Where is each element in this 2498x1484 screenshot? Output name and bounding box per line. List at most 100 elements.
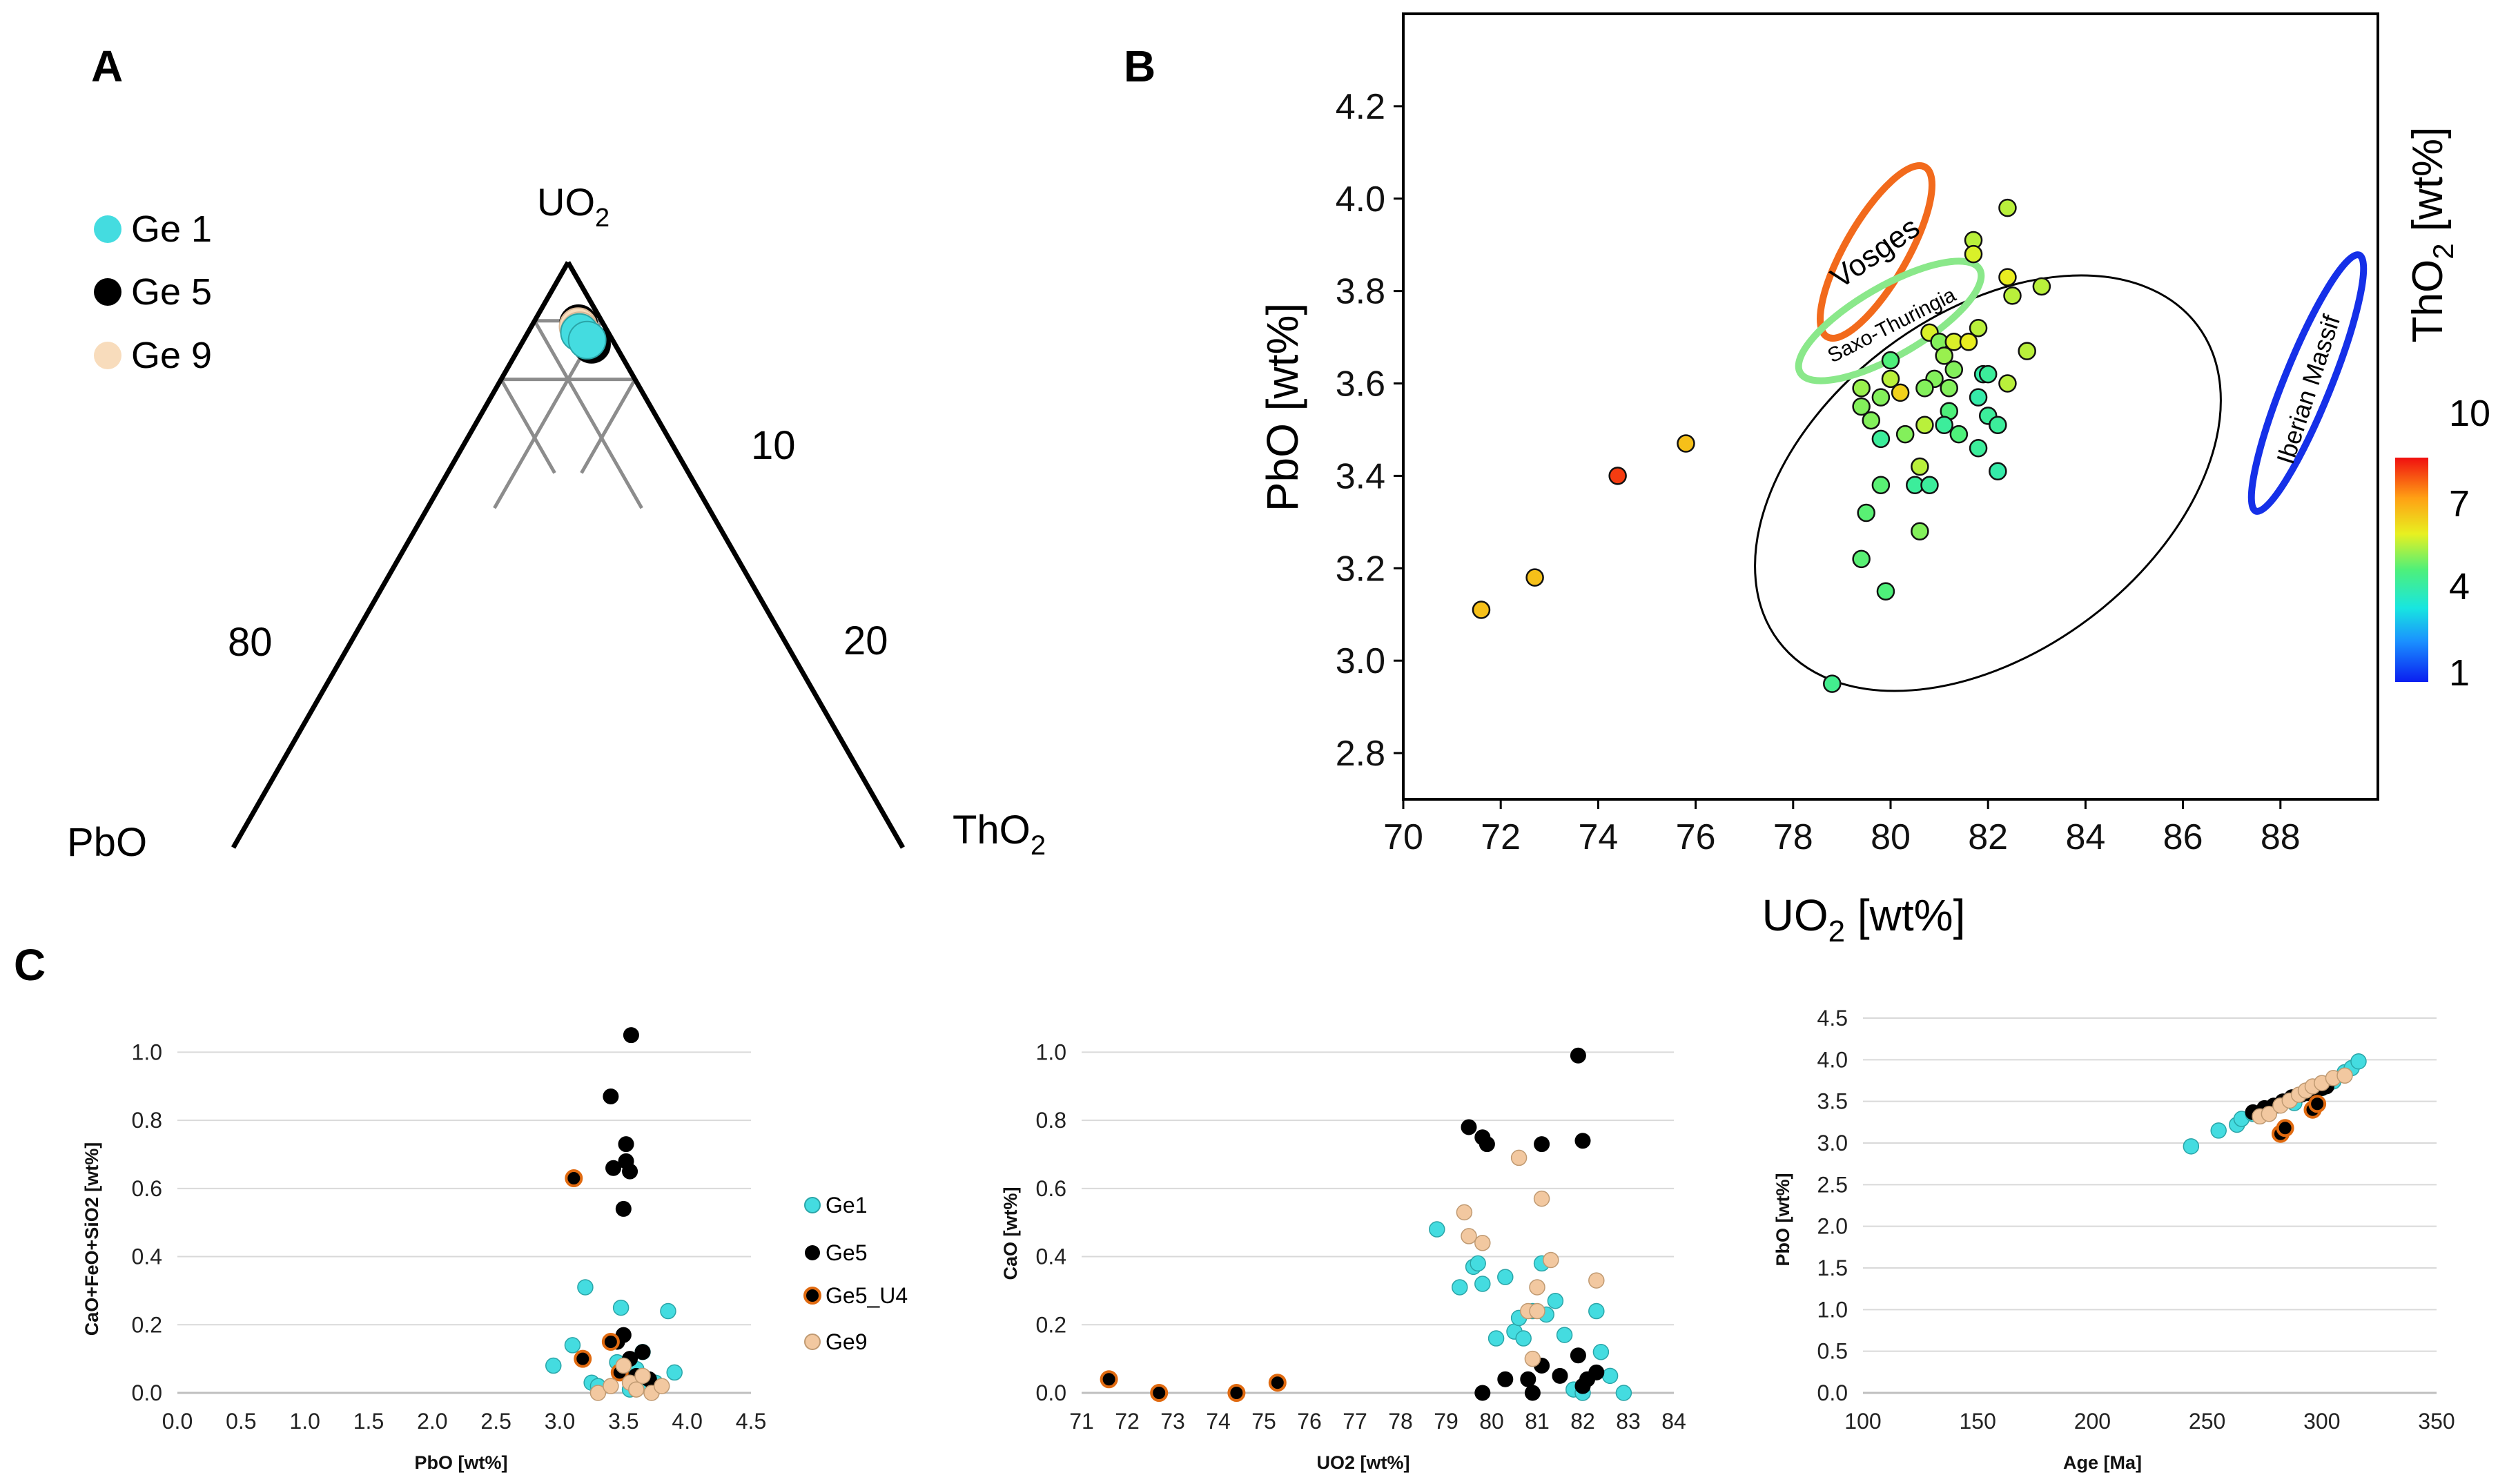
legend-marker-ge9: [94, 342, 121, 369]
c2-point: [1601, 1367, 1619, 1385]
c2-point: [1529, 1279, 1545, 1296]
colorbar-tick-7: 7: [2449, 483, 2470, 525]
plot-b-point: [1935, 416, 1953, 435]
c2-point: [1268, 1374, 1287, 1392]
colorbar-tick-1: 1: [2449, 652, 2470, 694]
c2-xtick-label: 83: [1616, 1409, 1641, 1434]
plot-b-xtick-label: 80: [1871, 817, 1911, 857]
c3-point: [2183, 1138, 2200, 1155]
plot-b-point: [1891, 383, 1910, 402]
c1-xtick-label: 1.0: [289, 1409, 320, 1434]
c3-xtick-label: 300: [2303, 1409, 2340, 1434]
c2-point: [1150, 1384, 1169, 1402]
apex-label-tho2: ThO2: [953, 808, 1046, 861]
plot-b-point: [1915, 378, 1934, 398]
c1-point: [589, 1385, 607, 1401]
legend-c-label-ge5: Ge5: [826, 1240, 867, 1265]
plot-c2-xlabel: UO2 [wt%]: [1317, 1452, 1410, 1473]
ternary-left-edge: [231, 261, 571, 849]
uo2-pbo-panel: B 70 72 74 76 78 80 82 84 86 882.83.03.23.43.63.8…: [1124, 12, 2490, 948]
plot-b-ytick-label: 3.0: [1336, 641, 1385, 681]
c2-ytick-label: 0.4: [1036, 1244, 1066, 1269]
legend-label-ge1: Ge 1: [131, 208, 212, 250]
plot-b-xtick-label: 74: [1578, 817, 1618, 857]
plot-b-point: [1852, 549, 1871, 569]
c2-point: [1452, 1279, 1468, 1296]
c1-xtick-label: 4.5: [736, 1409, 766, 1434]
plot-b-point: [1920, 476, 1939, 495]
ternary-points: [558, 304, 611, 364]
plot-b-point: [1871, 476, 1891, 495]
plot-b-point: [2018, 342, 2036, 360]
plot-c1-ylabel: CaO+FeO+SiO2 [wt%]: [81, 1142, 102, 1336]
c2-point: [1574, 1133, 1591, 1149]
c1-xtick-label: 1.5: [353, 1409, 384, 1434]
plot-b-xtick-label: 86: [2163, 817, 2203, 857]
plot-c2-ylabel: CaO [wt%]: [1000, 1187, 1021, 1280]
saxo-thuringia-region: [1795, 257, 1985, 384]
ternary-gridline: [499, 378, 556, 474]
plot-b-xtick-label: 78: [1773, 817, 1813, 857]
plot-b-point: [1969, 388, 1988, 407]
c3-ytick-label: 3.0: [1817, 1131, 1848, 1155]
plot-b-xlabel: UO2 [wt%]: [1762, 890, 1966, 948]
c3-point: [2308, 1095, 2327, 1113]
c3-point: [2350, 1053, 2367, 1070]
plot-b-point: [1998, 198, 2017, 217]
c2-point: [1552, 1367, 1568, 1384]
plot-b-point: [1881, 351, 1900, 370]
plot-b-point: [1472, 601, 1491, 619]
panel-letter-b: B: [1124, 41, 1155, 91]
c2-point: [1515, 1330, 1532, 1347]
plot-b-xtick-label: 82: [1968, 817, 2008, 857]
c1-point: [666, 1364, 683, 1381]
legend-label-ge9: Ge 9: [131, 335, 212, 376]
c1-point: [545, 1357, 562, 1374]
c2-point: [1479, 1136, 1495, 1153]
c2-xtick-label: 81: [1525, 1409, 1550, 1434]
c1-ytick-label: 0.8: [132, 1108, 162, 1133]
c2-point: [1534, 1136, 1550, 1153]
c2-xtick-label: 82: [1570, 1409, 1595, 1434]
c2-point: [1547, 1292, 1564, 1309]
c3-point: [2336, 1067, 2353, 1084]
legend-c-marker-ge5: [805, 1245, 820, 1260]
c2-point: [1529, 1302, 1545, 1320]
c2-ytick-label: 0.0: [1036, 1380, 1066, 1405]
legend-c-marker-ge1: [804, 1197, 821, 1213]
c2-point: [1588, 1364, 1605, 1380]
c1-ytick-label: 0.6: [132, 1176, 162, 1201]
plot-b-axes: 70 72 74 76 78 80 82 84 86 88 2.8 3.0 3.2 3.4 3.6 3.8 4.…: [1336, 87, 2301, 857]
plot-b-point: [1871, 388, 1891, 407]
plot-b-xtick-label: 72: [1481, 817, 1521, 857]
colorbar-tick-10: 10: [2449, 393, 2490, 434]
c1-xtick-label: 2.5: [480, 1409, 511, 1434]
plot-b-points: [1472, 198, 2051, 693]
data-envelope-ellipse: [1754, 274, 2222, 692]
plot-b-point: [1944, 360, 1964, 379]
c1-xtick-label: 3.0: [545, 1409, 575, 1434]
c2-point: [1510, 1149, 1528, 1166]
c2-ytick-label: 0.8: [1036, 1108, 1066, 1133]
apex-label-uo2: UO2: [537, 180, 609, 233]
c2-point: [1497, 1269, 1514, 1285]
ternary-right-edge: [565, 261, 906, 849]
plot-c1: 0.0 0.2 0.4 0.6 0.8 1.0 0.0 0.5 1.0 1.5 2.0 2.5 3.0 3…: [132, 1027, 766, 1434]
c2-xtick-label: 74: [1206, 1409, 1231, 1434]
c1-point: [618, 1136, 634, 1153]
c1-xtick-label: 0.5: [226, 1409, 256, 1434]
tick-label-10: 10: [751, 423, 796, 468]
plot-b-ytick-label: 3.4: [1336, 456, 1385, 496]
plot-b-ytick-label: 3.8: [1336, 272, 1385, 312]
plot-b-point: [1911, 522, 1929, 540]
iberian-massif-region: [2247, 251, 2368, 515]
apex-label-pbo: PbO: [67, 820, 147, 865]
plot-b-ytick-label: 4.2: [1336, 87, 1385, 127]
c2-ytick-label: 1.0: [1036, 1039, 1066, 1064]
c2-point: [1588, 1302, 1605, 1320]
c1-point: [634, 1367, 651, 1385]
plot-b-point: [1959, 333, 1978, 351]
c2-point: [1470, 1255, 1486, 1272]
plot-c3: 0.0 0.5 1.0 1.5 2.0 2.5 3.0 3.5 4.0 4.5 100 150 200 2…: [1817, 1006, 2455, 1434]
